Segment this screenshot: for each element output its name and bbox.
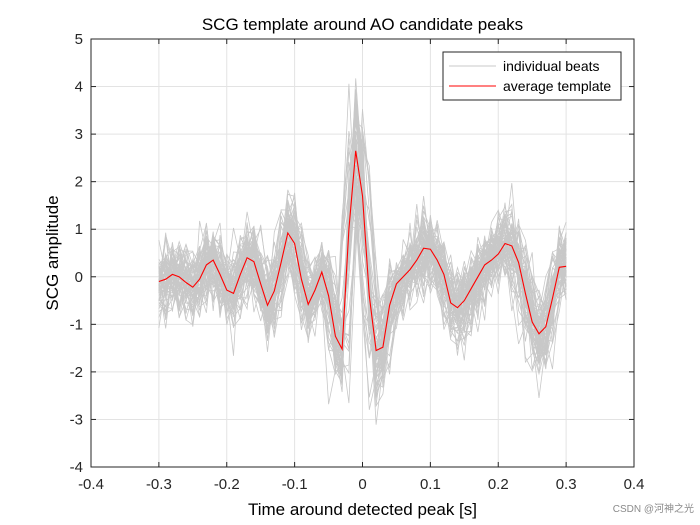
legend-label-average-template: average template xyxy=(503,78,611,94)
x-tick-label: -0.1 xyxy=(282,476,308,493)
chart-title: SCG template around AO candidate peaks xyxy=(202,15,523,34)
individual-beat-line xyxy=(158,146,567,375)
y-tick-label: -3 xyxy=(70,411,83,428)
y-tick-label: 5 xyxy=(75,31,83,48)
individual-beat-line xyxy=(158,122,567,372)
y-axis-label: SCG amplitude xyxy=(43,195,62,310)
y-tick-label: -2 xyxy=(70,364,83,381)
x-tick-label: -0.2 xyxy=(214,476,240,493)
x-tick-label: -0.4 xyxy=(78,476,104,493)
y-tick-label: 0 xyxy=(75,269,83,286)
y-tick-label: 1 xyxy=(75,221,83,238)
legend-label-individual-beats: individual beats xyxy=(503,58,600,74)
legend: individual beats average template xyxy=(442,51,622,101)
x-axis-label: Time around detected peak [s] xyxy=(248,500,477,519)
individual-beat-line xyxy=(158,177,567,350)
x-tick-label: 0 xyxy=(358,476,366,493)
y-tick-label: 3 xyxy=(75,126,83,143)
legend-box xyxy=(442,51,622,101)
x-tick-label: 0.4 xyxy=(624,476,645,493)
average-template-line xyxy=(158,150,567,352)
y-tick-label: -1 xyxy=(70,316,83,333)
individual-beat-line xyxy=(158,120,567,425)
individual-beat-line xyxy=(158,155,567,361)
axis-ticks: -0.4 -0.3 -0.2 -0.1 0 0.1 0.2 0.3 0.4 -4 -3 -2 -1 0 1 2… xyxy=(70,31,645,493)
individual-beat-line xyxy=(158,186,567,360)
watermark: CSDN @河神之光 xyxy=(612,504,694,515)
y-tick-label: 2 xyxy=(75,174,83,191)
x-tick-label: -0.3 xyxy=(146,476,172,493)
x-tick-label: 0.3 xyxy=(556,476,577,493)
individual-beat-line xyxy=(158,182,567,345)
individual-beat-line xyxy=(158,102,567,399)
y-tick-label: -4 xyxy=(70,459,83,476)
average-template-line-group xyxy=(158,150,567,352)
x-tick-label: 0.2 xyxy=(488,476,509,493)
x-tick-label: 0.1 xyxy=(420,476,441,493)
y-tick-label: 4 xyxy=(75,79,83,96)
